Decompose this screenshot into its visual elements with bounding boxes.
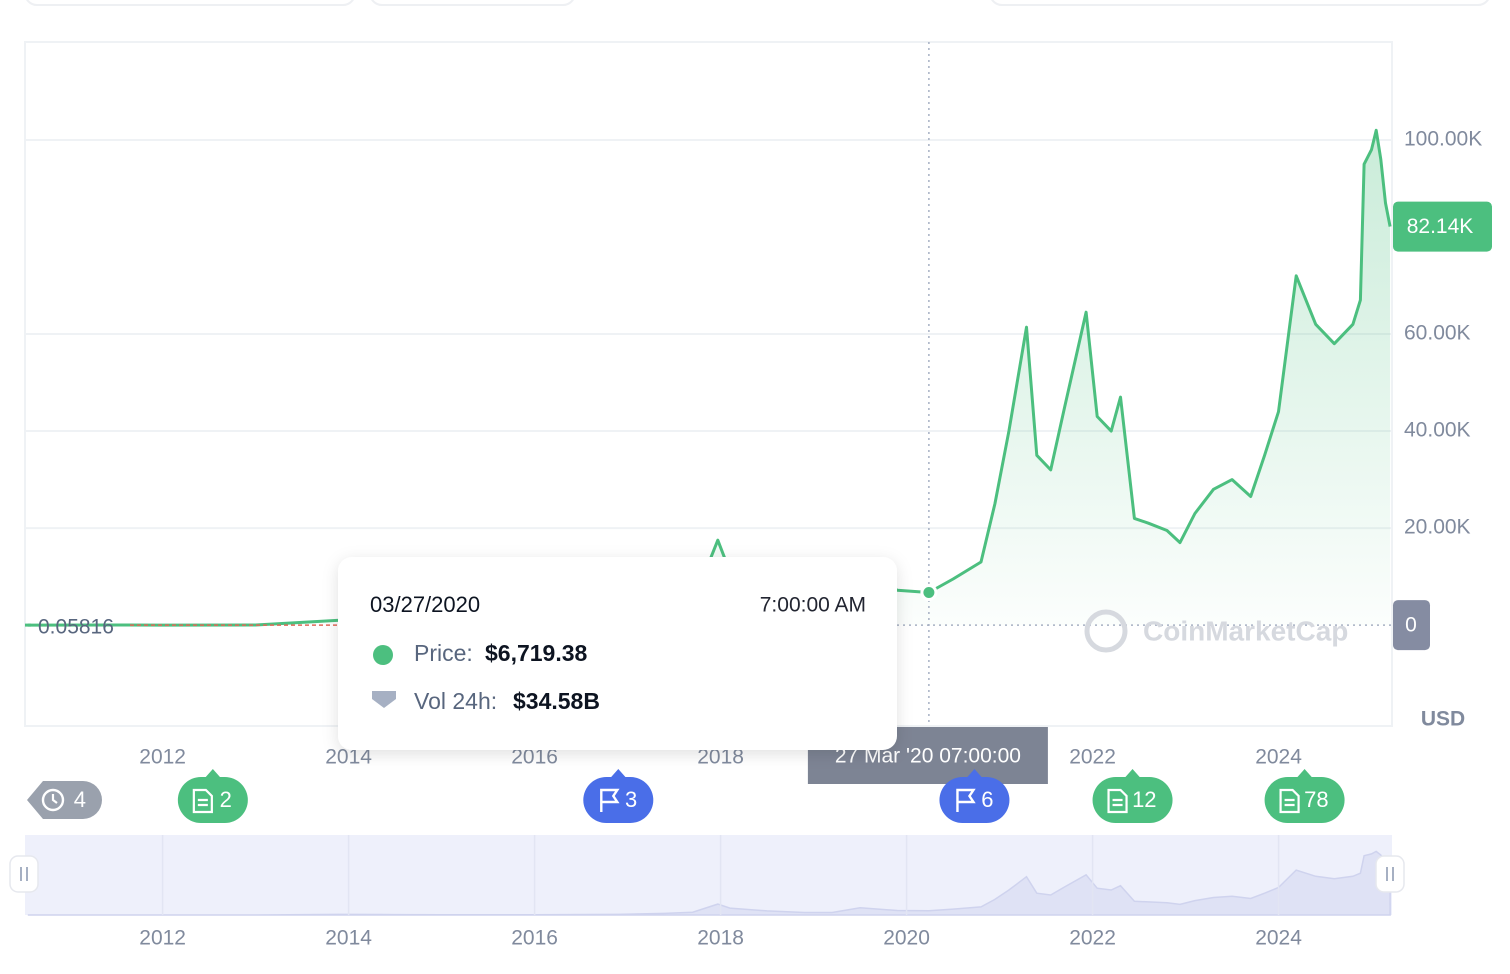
control-pill[interactable] [990,0,1490,6]
y-tick-box [1393,600,1430,651]
handle-grip [20,867,28,881]
hover-point [920,584,938,602]
event-badge[interactable]: 6 [939,769,1010,823]
x-tick-label: 2014 [325,746,372,769]
badge-pointer [1296,769,1313,778]
x-tick-label: 2024 [1255,746,1302,769]
badge-count: 3 [625,787,637,812]
navigator-tick-label: 2016 [511,927,558,950]
tooltip: 03/27/2020 7:00:00 AM Price: $6,719.38 V… [338,557,897,750]
watermark-logo [1084,609,1128,653]
badge-pointer [610,769,627,778]
event-badge[interactable]: 3 [583,769,654,823]
y-tick-label: 20.00K [1404,516,1471,539]
navigator-area [27,850,1391,916]
badge-pointer [1124,769,1141,778]
navigator-tick-label: 2020 [883,927,930,950]
plot [27,128,1392,627]
x-tick-label: 2022 [1069,746,1116,769]
current-price-box [1393,201,1492,252]
badge-pointer [204,769,221,778]
events: 4 2 3 6 12 78 [26,769,1345,823]
navigator-handle-left[interactable] [9,855,39,893]
navigator-bg [25,835,1392,915]
current-price-label: 82.14K [1407,215,1474,238]
badge-icon [51,794,58,804]
volume-value: $34.58B [513,688,600,714]
price-value: $6,719.38 [485,640,588,666]
badge-count: 2 [220,787,232,812]
badge-shape [583,777,654,823]
tooltip-time: 7:00:00 AM [760,594,866,617]
badge-count: 6 [981,787,993,812]
navigator-handle-right[interactable] [1375,855,1405,893]
event-badge[interactable]: 78 [1264,769,1345,823]
badge-pointer [966,769,983,778]
navigator-tick-label: 2024 [1255,927,1302,950]
handle-grip [1386,867,1394,881]
navigator-tick-label: 2018 [697,927,744,950]
grid: 0 20.00K 40.00K 60.00K 100.00K 2012 2014 2016 20… [25,128,1482,769]
tooltip-box [338,557,897,750]
control-pill[interactable] [370,0,575,6]
navigator-tick-label: 2012 [139,927,186,950]
badge-icon [1107,788,1128,814]
handle-box [1375,855,1405,893]
event-badge[interactable]: 12 [1092,769,1173,823]
x-tick-label: 2016 [511,746,558,769]
navigator: 2012 2014 2016 2018 2020 2022 2024 [9,835,1405,950]
volume-icon [372,691,396,708]
y-tick-label: 40.00K [1404,419,1471,442]
y-tick-label: 100.00K [1404,128,1482,151]
badge-count: 4 [74,787,86,812]
badge-count: 12 [1132,787,1156,812]
watermark: CoinMarketCap [1084,609,1348,653]
crosshair-label: 27 Mar '20 07:00:00 [835,745,1021,768]
tooltip-date: 03/27/2020 [370,592,480,617]
watermark-text: CoinMarketCap [1143,615,1348,646]
badge-icon [600,788,620,812]
volume-label: Vol 24h: [414,688,497,714]
badge-count: 78 [1304,787,1328,812]
event-badge[interactable]: 4 [26,781,102,819]
control-pill[interactable] [25,0,355,6]
badge-icon [192,788,213,814]
navigator-tick-label: 2022 [1069,927,1116,950]
badge-shape [26,781,102,819]
currency-label: USD [1421,708,1465,731]
navigator-tick-label: 2014 [325,927,372,950]
y-tick-label: 60.00K [1404,322,1471,345]
badge-shape [939,777,1010,823]
badge-icon [1279,788,1300,814]
price-dot [373,645,393,665]
event-badge[interactable]: 2 [177,769,248,823]
x-tick-label: 2012 [139,746,186,769]
x-tick-label: 2018 [697,746,744,769]
badge-icon [956,788,976,812]
y-tick-label: 0 [1405,614,1417,637]
badge-icon [41,788,65,812]
price-area [27,130,1391,626]
handle-box [9,855,39,893]
price-label: Price: [414,640,473,666]
start-price-label: 0.05816 [38,616,114,639]
top-controls [25,0,1490,6]
